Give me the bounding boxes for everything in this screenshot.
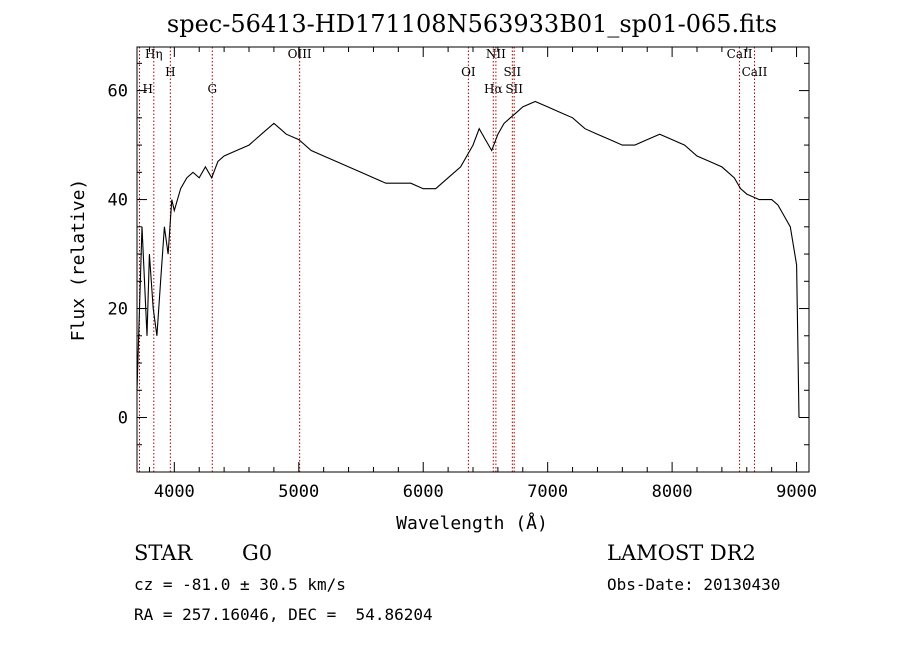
feature-label: SII bbox=[503, 65, 521, 79]
y-tick-label: 60 bbox=[108, 82, 128, 102]
survey-name: LAMOST DR2 bbox=[607, 541, 756, 565]
coords-text: RA = 257.16046, DEC = 54.86204 bbox=[134, 605, 433, 624]
spectrum-series-line bbox=[136, 100, 800, 418]
feature-label: OIII bbox=[288, 47, 312, 61]
feature-label: CaII bbox=[727, 47, 753, 61]
y-tick-label: 20 bbox=[108, 300, 128, 320]
feature-label: NII bbox=[486, 47, 506, 61]
x-tick-label: 9000 bbox=[776, 482, 817, 502]
plot-frame bbox=[136, 46, 810, 473]
feature-label: Hα bbox=[484, 82, 503, 96]
x-axis-label: Wavelength (Å) bbox=[396, 512, 548, 534]
object-subclass: G0 bbox=[242, 541, 273, 565]
feature-label: H bbox=[142, 82, 152, 96]
x-tick-label: 6000 bbox=[403, 482, 444, 502]
feature-label: G bbox=[207, 82, 217, 96]
y-axis-label: Flux (relative) bbox=[68, 179, 89, 342]
obs-date-text: Obs-Date: 20130430 bbox=[607, 575, 781, 594]
x-tick-label: 5000 bbox=[278, 482, 319, 502]
feature-label: H bbox=[165, 65, 175, 79]
redshift-text: cz = -81.0 ± 30.5 km/s bbox=[134, 575, 346, 594]
x-tick-label: 8000 bbox=[652, 482, 693, 502]
feature-label: Hη bbox=[145, 47, 163, 61]
object-class: STAR bbox=[134, 541, 193, 565]
x-tick-label: 4000 bbox=[154, 482, 195, 502]
feature-label: CaII bbox=[742, 65, 768, 79]
y-tick-label: 40 bbox=[108, 191, 128, 211]
chart-title: spec-56413-HD171108N563933B01_sp01-065.f… bbox=[167, 10, 777, 38]
y-tick-label: 0 bbox=[118, 409, 128, 429]
x-tick-label: 7000 bbox=[527, 482, 568, 502]
feature-label: OI bbox=[461, 65, 476, 79]
feature-label: SII bbox=[505, 82, 523, 96]
